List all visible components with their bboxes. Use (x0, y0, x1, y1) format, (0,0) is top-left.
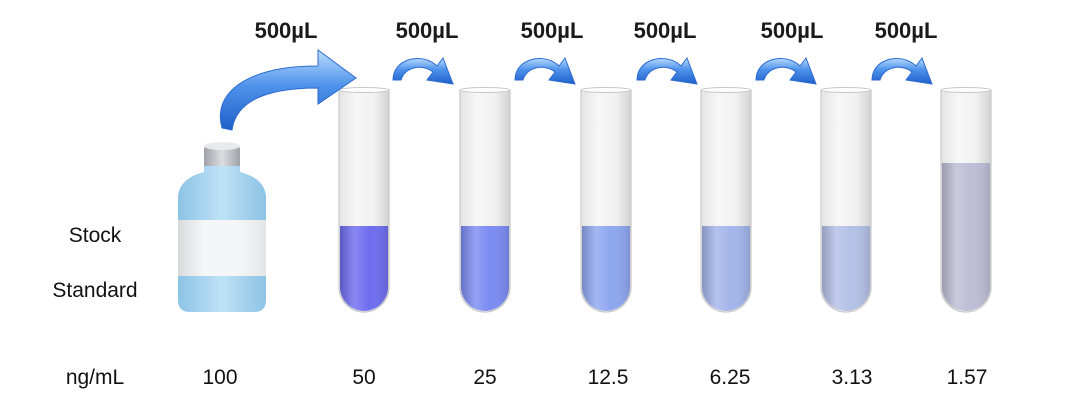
dilution-tube (459, 87, 511, 313)
concentration-value: 100 (202, 366, 238, 389)
concentration-value: 25 (473, 366, 497, 389)
transfer-arrow (514, 56, 576, 85)
transfer-volume-label: 500µL (633, 18, 697, 43)
transfer-volume-label: 500µL (395, 18, 459, 43)
concentration-value: 1.57 (946, 366, 988, 389)
stock-bottle (178, 142, 266, 312)
transfer-arrow (636, 56, 698, 85)
transfer-volume-label: 500µL (874, 18, 938, 43)
concentration-value: 3.13 (831, 366, 873, 389)
dilution-tube (820, 87, 872, 313)
unit-label: ng/mL (65, 366, 125, 389)
transfer-volume-label: 500µL (254, 18, 318, 43)
stock-label-line2: Standard (52, 279, 138, 302)
dilution-tube (580, 87, 632, 313)
concentration-value: 6.25 (709, 366, 751, 389)
transfer-arrow (392, 56, 454, 85)
transfer-volume-label: 500µL (520, 18, 584, 43)
concentration-value: 12.5 (587, 366, 629, 389)
transfer-arrow (755, 56, 817, 85)
transfer-volume-label: 500µL (760, 18, 824, 43)
stock-label-line1: Stock (68, 224, 122, 247)
bottle-cap (204, 146, 240, 168)
dilution-tube (700, 87, 752, 313)
transfer-arrow (220, 49, 357, 131)
concentration-value: 50 (352, 366, 376, 389)
dilution-tube (338, 87, 390, 313)
transfer-arrow (871, 56, 933, 85)
dilution-tube (940, 87, 992, 313)
